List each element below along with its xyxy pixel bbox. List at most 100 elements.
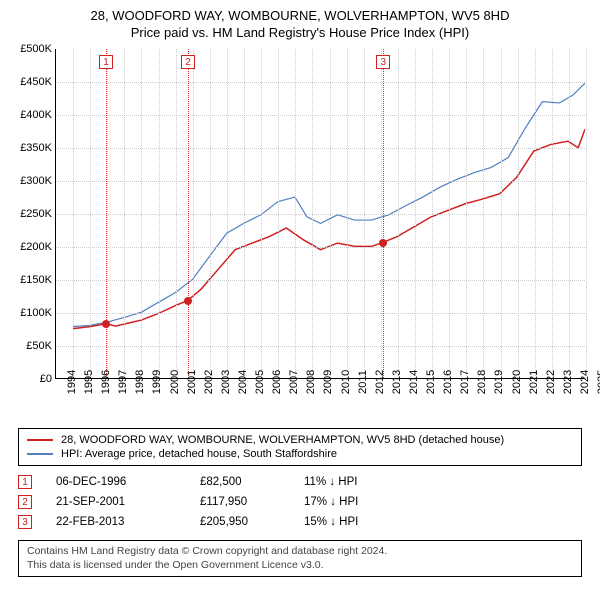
gridline-horizontal: [56, 115, 585, 116]
y-axis-label: £0: [0, 373, 52, 385]
gridline-vertical: [535, 49, 536, 378]
gridline-vertical: [586, 49, 587, 378]
gridline-vertical: [518, 49, 519, 378]
gridline-vertical: [432, 49, 433, 378]
sale-date: 22-FEB-2013: [56, 516, 176, 528]
x-axis-label: 2024: [579, 370, 591, 394]
y-axis-label: £500K: [0, 43, 52, 55]
y-axis-label: £100K: [0, 307, 52, 319]
x-axis-label: 2025: [596, 370, 600, 394]
gridline-vertical: [210, 49, 211, 378]
chart-area: 1 2 3 £0 £50K £100K £150K £200K £250K £300K £350K…: [0, 44, 600, 424]
gridline-horizontal: [56, 148, 585, 149]
x-axis-label: 2005: [254, 370, 266, 394]
sale-price: £117,950: [200, 496, 280, 508]
x-axis-label: 1994: [66, 370, 78, 394]
gridline-vertical: [278, 49, 279, 378]
gridline-vertical: [244, 49, 245, 378]
gridline-vertical: [159, 49, 160, 378]
legend-item: HPI: Average price, detached house, Sout…: [27, 447, 573, 461]
y-axis-label: £400K: [0, 109, 52, 121]
sale-price: £82,500: [200, 476, 280, 488]
legend-swatch: [27, 439, 53, 441]
gridline-vertical: [415, 49, 416, 378]
legend: 28, WOODFORD WAY, WOMBOURNE, WOLVERHAMPT…: [18, 428, 582, 466]
legend-item: 28, WOODFORD WAY, WOMBOURNE, WOLVERHAMPT…: [27, 433, 573, 447]
x-axis-label: 2018: [476, 370, 488, 394]
sales-table: 1 06-DEC-1996 £82,500 11% ↓ HPI 2 21-SEP-2001…: [18, 472, 582, 532]
y-axis-label: £300K: [0, 175, 52, 187]
x-axis-label: 2017: [459, 370, 471, 394]
gridline-vertical: [364, 49, 365, 378]
x-axis-label: 2007: [288, 370, 300, 394]
marker-label: 1: [99, 55, 113, 69]
legend-swatch: [27, 453, 53, 455]
gridline-vertical: [261, 49, 262, 378]
x-axis-label: 1997: [117, 370, 129, 394]
x-axis-label: 2003: [220, 370, 232, 394]
gridline-vertical: [449, 49, 450, 378]
footnote-line: This data is licensed under the Open Gov…: [27, 559, 573, 573]
x-axis-label: 2010: [340, 370, 352, 394]
gridline-vertical: [90, 49, 91, 378]
gridline-vertical: [552, 49, 553, 378]
x-axis-label: 2016: [442, 370, 454, 394]
gridline-vertical: [176, 49, 177, 378]
gridline-horizontal: [56, 181, 585, 182]
x-axis-label: 2020: [511, 370, 523, 394]
gridline-horizontal: [56, 214, 585, 215]
gridline-vertical: [381, 49, 382, 378]
sale-diff: 15% ↓ HPI: [304, 516, 424, 528]
footnote: Contains HM Land Registry data © Crown c…: [18, 540, 582, 577]
x-axis-label: 2000: [169, 370, 181, 394]
legend-label: 28, WOODFORD WAY, WOMBOURNE, WOLVERHAMPT…: [61, 434, 504, 446]
x-axis-label: 2001: [186, 370, 198, 394]
x-axis-label: 2011: [357, 370, 369, 394]
x-axis-label: 1999: [151, 370, 163, 394]
gridline-horizontal: [56, 82, 585, 83]
gridline-vertical: [107, 49, 108, 378]
sale-marker: 2: [18, 495, 32, 509]
marker-dot: [184, 297, 192, 305]
y-axis-label: £150K: [0, 274, 52, 286]
x-axis-label: 2022: [545, 370, 557, 394]
sale-row: 221-SEP-2001£117,95017% ↓ HPI: [18, 492, 582, 512]
marker-label: 2: [181, 55, 195, 69]
x-axis-label: 2015: [425, 370, 437, 394]
gridline-vertical: [483, 49, 484, 378]
gridline-vertical: [124, 49, 125, 378]
y-axis-label: £50K: [0, 340, 52, 352]
sale-marker: 3: [18, 515, 32, 529]
chart-title: 28, WOODFORD WAY, WOMBOURNE, WOLVERHAMPT…: [0, 0, 600, 25]
sale-date: 21-SEP-2001: [56, 496, 176, 508]
marker-line: [188, 49, 189, 378]
x-axis-label: 1995: [83, 370, 95, 394]
legend-label: HPI: Average price, detached house, Sout…: [61, 448, 337, 460]
marker-label: 3: [376, 55, 390, 69]
marker-dot: [102, 320, 110, 328]
gridline-vertical: [73, 49, 74, 378]
gridline-horizontal: [56, 280, 585, 281]
gridline-vertical: [193, 49, 194, 378]
gridline-vertical: [347, 49, 348, 378]
gridline-vertical: [312, 49, 313, 378]
x-axis-label: 2013: [391, 370, 403, 394]
y-axis-label: £200K: [0, 241, 52, 253]
sale-marker: 1: [18, 475, 32, 489]
x-axis-label: 1996: [100, 370, 112, 394]
x-axis-label: 2023: [562, 370, 574, 394]
marker-line: [106, 49, 107, 378]
sale-date: 06-DEC-1996: [56, 476, 176, 488]
y-axis-label: £250K: [0, 208, 52, 220]
y-axis-label: £350K: [0, 142, 52, 154]
sale-diff: 11% ↓ HPI: [304, 476, 424, 488]
gridline-vertical: [398, 49, 399, 378]
gridline-vertical: [295, 49, 296, 378]
x-axis-label: 2002: [203, 370, 215, 394]
x-axis-label: 2012: [374, 370, 386, 394]
marker-line: [383, 49, 384, 378]
x-axis-label: 2004: [237, 370, 249, 394]
gridline-vertical: [227, 49, 228, 378]
gridline-horizontal: [56, 313, 585, 314]
gridline-vertical: [501, 49, 502, 378]
